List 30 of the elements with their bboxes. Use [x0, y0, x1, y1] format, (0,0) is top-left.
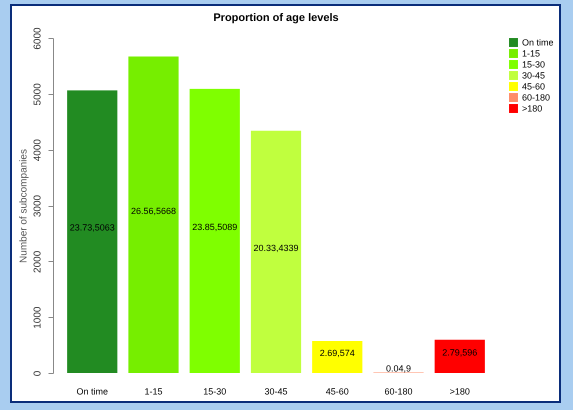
data-label: 2.69,574: [320, 348, 355, 358]
data-label: 23.73,5063: [70, 222, 115, 233]
legend-label: 1-15: [522, 48, 540, 58]
x-tick-label: 1-15: [144, 386, 162, 396]
data-label: 0.04,9: [386, 364, 412, 374]
x-tick-label: >180: [450, 386, 470, 396]
chart-title: Proportion of age levels: [213, 12, 339, 24]
y-tick-label: 4000: [32, 138, 44, 162]
x-tick-label: 30-45: [264, 386, 288, 396]
y-axis-title: Number of subcompanies: [18, 149, 30, 263]
y-tick-label: 5000: [32, 82, 44, 106]
y-tick-label: 0: [32, 370, 44, 376]
legend-label: 15-30: [522, 60, 546, 70]
data-label: 26.56,5668: [130, 206, 176, 216]
y-tick-label: 1000: [32, 306, 44, 329]
legend-label: >180: [522, 104, 542, 114]
y-tick-label: 3000: [32, 194, 44, 218]
data-label: 20.33,4339: [253, 242, 299, 253]
legend-label: 45-60: [522, 82, 546, 92]
x-tick-label: 45-60: [326, 386, 349, 396]
legend-label: On time: [522, 38, 554, 48]
x-tick-label: 15-30: [203, 386, 226, 396]
y-tick-label: 6000: [32, 26, 44, 50]
y-tick-label: 2000: [32, 250, 44, 273]
legend-label: 30-45: [522, 70, 546, 80]
x-tick-label: 60-180: [384, 386, 413, 396]
data-label: 23.85,5089: [192, 222, 238, 232]
data-label: 2.79,596: [442, 347, 478, 358]
legend-label: 60-180: [522, 92, 550, 102]
x-tick-label: On time: [76, 386, 108, 396]
